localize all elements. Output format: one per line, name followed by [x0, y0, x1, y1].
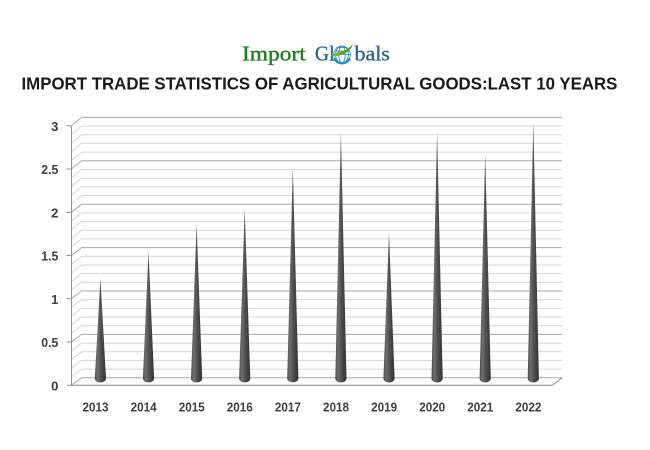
- svg-text:2019: 2019: [371, 400, 397, 415]
- svg-text:2017: 2017: [275, 400, 301, 415]
- svg-text:0.5: 0.5: [41, 335, 58, 350]
- svg-text:IMPORT TRADE STATISTICS OF AGR: IMPORT TRADE STATISTICS OF AGRICULTURAL …: [22, 74, 618, 94]
- svg-text:2021: 2021: [467, 400, 493, 415]
- svg-text:3: 3: [51, 119, 58, 134]
- svg-text:2015: 2015: [179, 400, 205, 415]
- svg-text:2020: 2020: [419, 400, 445, 415]
- svg-text:1.5: 1.5: [41, 249, 58, 264]
- svg-text:2013: 2013: [83, 400, 109, 415]
- svg-text:Gl: Gl: [315, 42, 335, 66]
- svg-text:Import: Import: [242, 42, 306, 66]
- svg-text:2014: 2014: [131, 400, 158, 415]
- svg-text:bals: bals: [355, 42, 391, 66]
- svg-text:0: 0: [51, 378, 58, 393]
- svg-text:2: 2: [51, 206, 58, 221]
- svg-text:1: 1: [51, 292, 58, 307]
- svg-text:2018: 2018: [323, 400, 349, 415]
- svg-text:2022: 2022: [515, 400, 541, 415]
- svg-text:2016: 2016: [227, 400, 253, 415]
- svg-text:2.5: 2.5: [41, 162, 58, 177]
